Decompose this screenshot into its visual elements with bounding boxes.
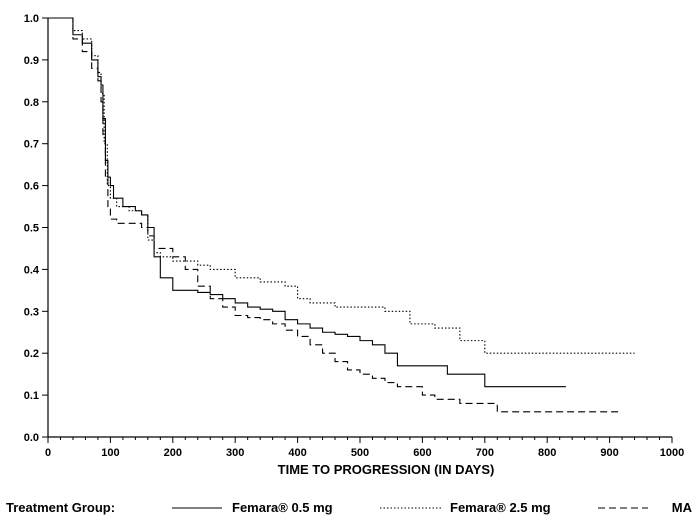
axes: 0.0 0.1 0.2 0.3 0.4 0.5 0.6 0.7 0.8 0.9 1.0 0 100 200…	[24, 13, 685, 459]
y-tick-label: 0.0	[24, 432, 39, 444]
y-tick-label: 1.0	[24, 13, 39, 25]
series-line-dotted	[48, 17, 635, 354]
x-tick-label: 0	[45, 447, 51, 459]
y-tick-label: 0.2	[24, 348, 39, 360]
legend-label: Femara® 2.5 mg	[450, 500, 551, 515]
y-tick-label: 0.4	[24, 264, 40, 276]
x-tick-label: 1000	[660, 447, 684, 459]
x-tick-label: 400	[288, 447, 306, 459]
y-tick-label: 0.1	[24, 390, 39, 402]
x-tick-label: 100	[101, 447, 119, 459]
legend-label: MA	[672, 500, 693, 515]
x-tick-label: 200	[164, 447, 182, 459]
legend: Treatment Group: Femara® 0.5 mg Femara® 2…	[6, 500, 693, 515]
x-tick-label: 500	[351, 447, 369, 459]
y-tick-label: 0.6	[24, 181, 39, 193]
legend-label: Femara® 0.5 mg	[232, 500, 333, 515]
y-tick-label: 0.7	[24, 139, 39, 151]
series-line-solid	[48, 17, 566, 388]
x-axis-title: TIME TO PROGRESSION (IN DAYS)	[278, 462, 495, 477]
y-tick-label: 0.8	[24, 97, 39, 109]
y-tick-label: 0.3	[24, 306, 39, 318]
x-tick-label: 900	[600, 447, 618, 459]
x-tick-label: 600	[413, 447, 431, 459]
y-tick-label: 0.5	[24, 223, 39, 235]
y-tick-label: 0.9	[24, 55, 39, 67]
x-tick-label: 700	[476, 447, 494, 459]
series-line-dashed	[48, 17, 623, 413]
x-tick-label: 800	[538, 447, 556, 459]
x-tick-label: 300	[226, 447, 244, 459]
series-layer	[48, 17, 635, 413]
legend-title: Treatment Group:	[6, 500, 115, 515]
